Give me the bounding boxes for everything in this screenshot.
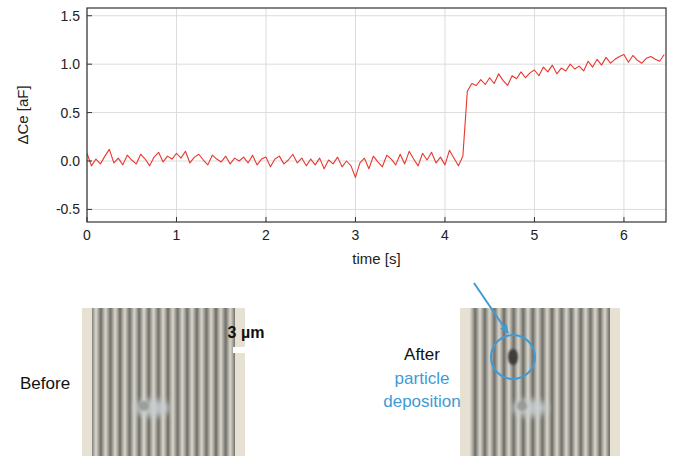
scale-label: 3 µm	[228, 324, 265, 341]
x-tick	[265, 217, 266, 222]
y-tick-label: 0.0	[61, 153, 81, 169]
x-tick	[87, 217, 88, 222]
caption-line: particle	[395, 369, 450, 388]
x-tick	[623, 217, 624, 222]
x-tick	[444, 217, 445, 222]
x-tick-label: 4	[441, 227, 449, 243]
grid-line	[176, 8, 177, 222]
x-axis-title: time [s]	[352, 250, 400, 267]
grid-line	[87, 64, 666, 65]
x-tick	[355, 217, 356, 222]
pointer-arrow	[474, 283, 508, 333]
y-tick-label: 1.5	[61, 8, 81, 24]
plot-area	[87, 8, 666, 222]
defect-spot	[139, 401, 149, 411]
particle	[508, 349, 518, 365]
before-label: Before	[20, 374, 70, 393]
defect-blob	[134, 399, 170, 417]
y-tick-label: -0.5	[56, 201, 80, 217]
y-tick	[87, 15, 92, 16]
grid-line	[534, 8, 535, 222]
x-tick-label: 0	[83, 227, 91, 243]
grid-line	[444, 8, 445, 222]
y-tick	[87, 209, 92, 210]
x-tick	[534, 217, 535, 222]
grid-line	[87, 209, 666, 210]
electrode-stripes	[470, 308, 610, 456]
scale-bar	[233, 347, 246, 353]
figure: 0 1 2 3 4 5 6 -0.5 0.0 0.5 1.0 1.5 time [s] ΔCe [aF] B…	[0, 0, 674, 456]
grid-line	[265, 8, 266, 222]
y-tick	[87, 64, 92, 65]
microscope-image	[460, 308, 620, 456]
grid-line	[87, 112, 666, 113]
x-tick	[176, 217, 177, 222]
microscope-image	[82, 308, 245, 456]
plot-frame	[87, 8, 666, 222]
signal-line	[87, 54, 664, 177]
x-tick-label: 3	[352, 227, 360, 243]
image-background	[460, 308, 620, 456]
grid-line	[355, 8, 356, 222]
plot-data	[87, 54, 664, 177]
caption-line: deposition	[383, 392, 461, 411]
x-tick-label: 2	[262, 227, 270, 243]
y-tick-label: 0.5	[61, 105, 81, 121]
after-caption: particle deposition	[383, 369, 461, 411]
defect-spot	[517, 401, 527, 411]
image-background	[82, 308, 245, 456]
after-label: After	[404, 345, 440, 364]
y-tick	[87, 160, 92, 161]
y-axis-title: ΔCe [aF]	[14, 85, 31, 144]
highlight-circle	[491, 335, 535, 379]
defect-blob	[512, 399, 548, 417]
grid-line	[87, 15, 666, 16]
x-tick-label: 1	[173, 227, 181, 243]
y-tick-label: 1.0	[61, 56, 81, 72]
grid-line	[623, 8, 624, 222]
x-tick-label: 6	[620, 227, 628, 243]
y-tick	[87, 112, 92, 113]
electrode-stripes	[92, 308, 235, 456]
x-tick-label: 5	[531, 227, 539, 243]
